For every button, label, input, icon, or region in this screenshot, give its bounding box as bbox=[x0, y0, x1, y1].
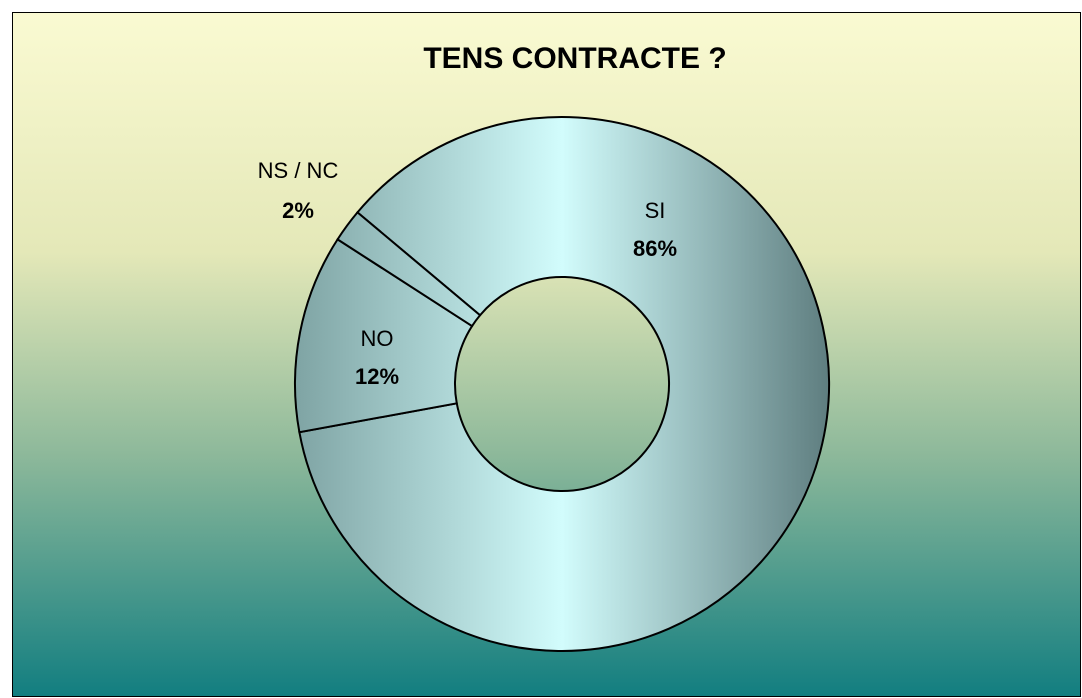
slice-label: SI bbox=[645, 198, 666, 223]
slice-label: NO bbox=[361, 326, 394, 351]
value-label: 12% bbox=[355, 364, 399, 389]
chart-title: TENS CONTRACTE ? bbox=[423, 42, 726, 75]
value-label: 86% bbox=[633, 236, 677, 261]
donut-slice bbox=[298, 116, 830, 652]
donut: SI 86% NO 12% NS / NC 2% bbox=[258, 116, 830, 652]
value-label: 2% bbox=[282, 198, 314, 223]
donut-slice bbox=[336, 210, 482, 328]
donut-slice bbox=[294, 237, 474, 434]
slice-label: NS / NC bbox=[258, 158, 339, 183]
